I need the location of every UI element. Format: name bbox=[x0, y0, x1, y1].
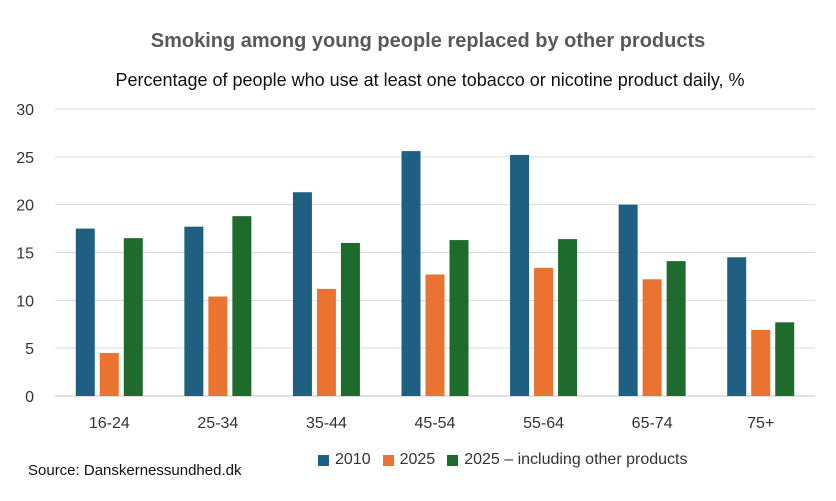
bar-2025-25-34 bbox=[208, 296, 228, 396]
legend-label-2025: 2025 bbox=[399, 451, 436, 468]
y-tick-label: 25 bbox=[16, 150, 34, 167]
bar-2025-16-24 bbox=[99, 352, 119, 396]
legend-label-2025-incl-other: 2025 – including other products bbox=[464, 451, 688, 468]
legend-swatch-2010 bbox=[318, 454, 329, 466]
x-tick-label: 65-74 bbox=[632, 415, 673, 432]
x-tick-label: 75+ bbox=[747, 415, 774, 432]
x-axis-ticks: 16-24 25-34 35-44 45-54 55-64 65-74 75+ bbox=[89, 415, 774, 432]
y-axis-ticks: 0 5 10 15 20 25 30 bbox=[16, 102, 34, 406]
bar-2025-including-other-products-25-34 bbox=[232, 216, 252, 396]
legend-swatch-2025-incl-other bbox=[447, 454, 459, 466]
bar-2010-75+ bbox=[727, 257, 747, 396]
bar-2025-including-other-products-55-64 bbox=[558, 239, 578, 396]
legend-label-2010: 2010 bbox=[335, 451, 371, 468]
legend: 2010 2025 2025 – including other product… bbox=[318, 451, 699, 469]
bar-2025-including-other-products-45-54 bbox=[449, 240, 469, 396]
x-tick-label: 25-34 bbox=[197, 415, 238, 432]
bar-2025-including-other-products-16-24 bbox=[123, 238, 143, 396]
legend-item-2025: 2025 bbox=[382, 451, 436, 469]
bars bbox=[75, 151, 795, 396]
bar-2025-55-64 bbox=[534, 267, 554, 396]
bar-2010-45-54 bbox=[401, 151, 421, 396]
gridlines bbox=[55, 108, 815, 397]
y-tick-label: 10 bbox=[16, 293, 34, 310]
x-tick-label: 55-64 bbox=[523, 415, 564, 432]
bar-2025-45-54 bbox=[425, 274, 445, 396]
chart-subtitle: Percentage of people who use at least on… bbox=[115, 70, 745, 90]
source-note: Source: Danskernessundhed.dk bbox=[28, 462, 242, 479]
y-tick-label: 15 bbox=[16, 246, 34, 263]
x-tick-label: 16-24 bbox=[89, 415, 130, 432]
x-tick-label: 35-44 bbox=[306, 415, 347, 432]
bar-2010-65-74 bbox=[618, 204, 638, 396]
y-tick-label: 5 bbox=[25, 341, 34, 358]
bar-2025-75+ bbox=[751, 329, 771, 396]
bar-2025-including-other-products-65-74 bbox=[666, 261, 686, 396]
y-tick-label: 20 bbox=[16, 198, 34, 215]
legend-item-2010: 2010 bbox=[318, 451, 371, 469]
bar-2025-including-other-products-35-44 bbox=[340, 242, 360, 396]
bar-2010-35-44 bbox=[292, 192, 312, 396]
y-tick-label: 30 bbox=[16, 102, 34, 119]
y-tick-label: 0 bbox=[25, 389, 34, 406]
bar-2010-25-34 bbox=[184, 226, 204, 396]
x-tick-label: 45-54 bbox=[415, 415, 456, 432]
bar-2010-55-64 bbox=[510, 154, 530, 396]
bar-2025-35-44 bbox=[316, 288, 336, 396]
bar-2025-65-74 bbox=[642, 279, 662, 396]
bar-2025-including-other-products-75+ bbox=[775, 322, 795, 396]
legend-swatch-2025 bbox=[382, 454, 394, 466]
chart-title: Smoking among young people replaced by o… bbox=[150, 30, 706, 52]
bar-2010-16-24 bbox=[75, 228, 95, 396]
legend-item-2025-incl-other: 2025 – including other products bbox=[447, 451, 687, 469]
